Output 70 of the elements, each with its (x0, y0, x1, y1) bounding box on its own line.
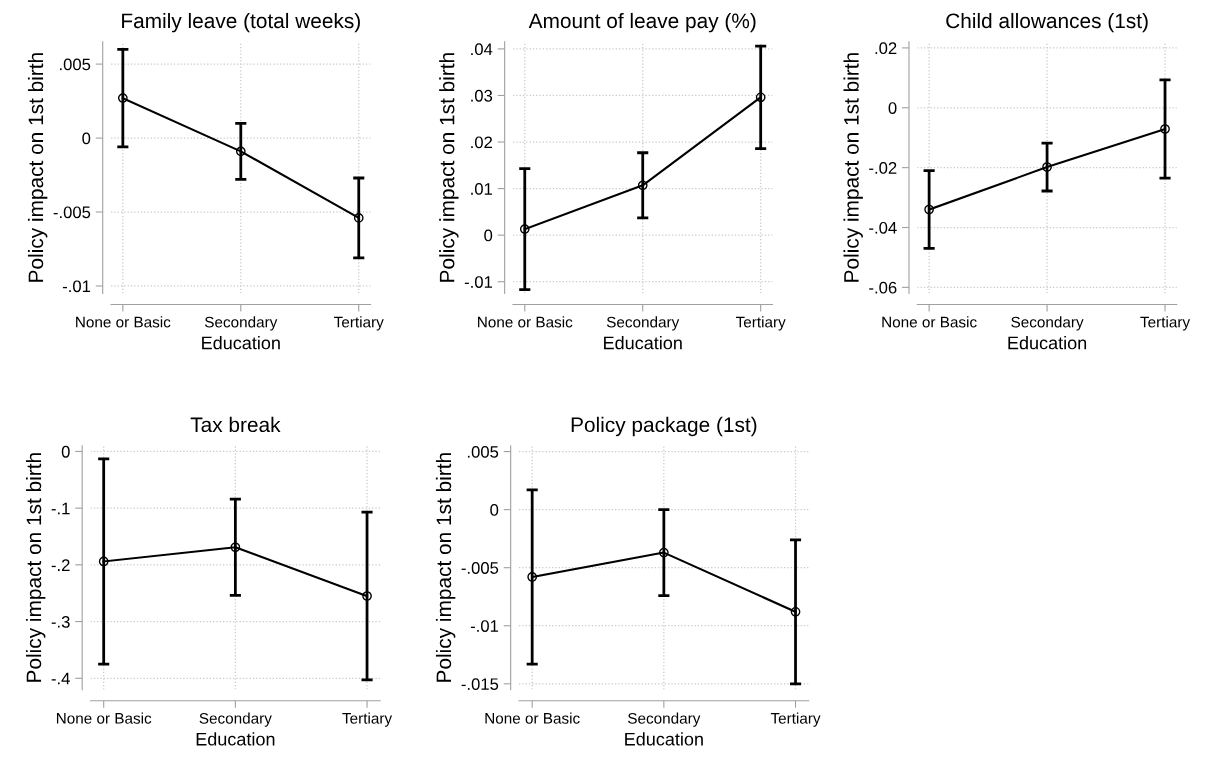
point (1160, 124, 1170, 134)
y-tick-label: 0 (82, 132, 91, 145)
x-tick-label: Tertiary (1140, 316, 1191, 331)
y-tick-label: .01 (471, 183, 493, 195)
point (637, 180, 648, 191)
x-tick-label: Secondary (204, 316, 278, 331)
point (755, 92, 766, 103)
x-tick-label: None or Basic (485, 712, 580, 724)
y-tick-label: -.01 (470, 620, 499, 632)
y-tick-label: .02 (471, 136, 492, 149)
chart-title: Amount of leave pay (%) (528, 12, 756, 33)
point (230, 542, 241, 553)
point (98, 556, 109, 567)
y-axis-title: Policy impact on 1st birth (27, 53, 48, 282)
x-axis-title: Education (604, 336, 682, 350)
x-tick-label: Secondary (199, 712, 272, 727)
y-tick-label: 0 (490, 504, 499, 516)
chart-title: Family leave (total weeks) (122, 12, 360, 33)
point (519, 224, 530, 234)
y-tick-label: -.02 (869, 162, 897, 174)
point (353, 213, 364, 223)
y-tick-label: -.01 (62, 280, 91, 293)
y-tick-label: 0 (888, 102, 897, 114)
y-tick-label: -.1 (51, 502, 70, 515)
y-tick-label: .02 (875, 42, 897, 55)
y-axis-title: Policy impact on 1st birth (435, 453, 456, 682)
chart-title: Tax break (190, 416, 281, 433)
x-tick-label: None or Basic (76, 316, 171, 328)
y-axis-title: Policy impact on 1st birth (439, 53, 459, 282)
y-tick-label: -.005 (461, 562, 499, 574)
x-axis-title: Education (625, 732, 703, 746)
chart-title: Child allowances (1st) (946, 12, 1148, 33)
x-axis-title: Education (196, 732, 275, 746)
x-tick-label: None or Basic (56, 712, 152, 724)
y-tick-label: -.04 (869, 221, 897, 234)
y-tick-label: .005 (59, 58, 91, 71)
x-tick-label: Tertiary (735, 316, 786, 331)
point (790, 606, 801, 617)
y-tick-label: -.4 (51, 672, 70, 685)
y-tick-label: .04 (471, 43, 493, 56)
point (658, 547, 669, 558)
x-tick-label: Tertiary (342, 712, 393, 727)
y-axis-title: Policy impact on 1st birth (25, 453, 46, 682)
x-tick-label: Secondary (628, 712, 701, 727)
y-tick-label: -.06 (869, 281, 897, 294)
y-axis-title: Policy impact on 1st birth (843, 53, 863, 282)
y-tick-label: .03 (471, 89, 493, 102)
x-axis-title: Education (202, 336, 280, 350)
y-tick-label: .005 (467, 445, 499, 458)
y-tick-label: -.2 (51, 559, 70, 571)
point (1042, 162, 1052, 172)
point (362, 591, 372, 601)
point (235, 146, 246, 157)
y-tick-label: -.005 (53, 206, 91, 219)
point (117, 93, 128, 103)
y-tick-label: -.01 (464, 276, 493, 288)
chart-title: Policy package (1st) (571, 416, 757, 437)
x-axis-title: Education (1008, 336, 1087, 350)
y-tick-label: -.3 (51, 615, 70, 628)
point (924, 204, 934, 215)
y-tick-label: -.015 (461, 678, 499, 691)
x-tick-label: Secondary (606, 316, 680, 331)
x-tick-label: None or Basic (882, 316, 977, 328)
x-tick-label: Secondary (1011, 316, 1084, 331)
x-tick-label: Tertiary (334, 316, 384, 331)
x-tick-label: None or Basic (478, 316, 573, 328)
y-tick-label: 0 (61, 445, 70, 458)
point (527, 572, 538, 582)
x-tick-label: Tertiary (770, 712, 821, 727)
y-tick-label: 0 (484, 229, 493, 242)
